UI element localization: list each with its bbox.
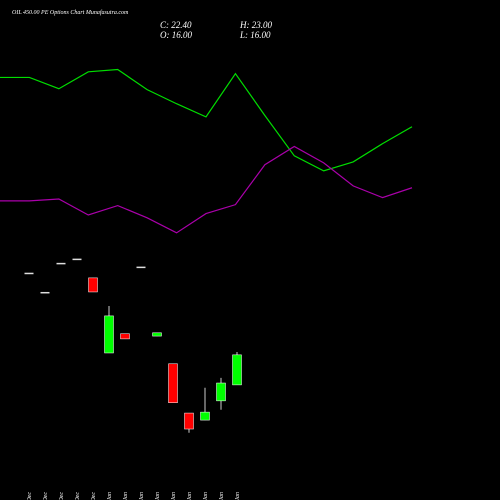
candle-body [56,262,66,265]
x-tick-label: 14 Jan [186,492,193,500]
close-label: C: 22.40 [160,20,192,30]
candle-body [168,363,178,403]
x-tick-label: 22 Dec [27,492,33,500]
x-tick-label: 19 Jan [219,492,225,500]
low-label: L: 16.00 [239,30,271,40]
x-tick-label: 30 Dec [91,492,97,500]
candle-body [136,266,146,269]
candle-body [152,332,162,337]
x-tick-label: 16 Jan [203,492,209,500]
x-tick-label: 09 Jan [139,492,145,500]
indicator-line [0,68,413,172]
x-tick-label: 06 Jan [123,492,129,500]
candle-body [104,315,114,354]
candle-body [72,258,82,261]
candle-body [40,291,50,294]
candle-body [184,412,194,430]
candle-body [88,277,98,293]
candle-body [120,333,130,340]
candle-body [24,272,34,275]
x-tick-label: 29 Dec [75,492,81,500]
chart-title: OIL 450.00 PE Options Chart Munafasutra.… [12,9,129,16]
candle-body [216,382,226,402]
x-tick-label: 23 Dec [43,492,49,500]
candle-body [232,354,242,386]
x-tick-label: 05 Jan [107,492,113,500]
x-tick-label: 13 Jan [171,492,177,500]
x-tick-label: 20 Jan [235,492,241,500]
candle-body [200,411,210,421]
x-tick-label: 12 Jan [155,492,161,500]
indicator-line [0,145,413,234]
x-tick-label: 26 Dec [59,492,65,500]
open-label: O: 16.00 [160,30,192,40]
high-label: H: 23.00 [239,20,272,30]
